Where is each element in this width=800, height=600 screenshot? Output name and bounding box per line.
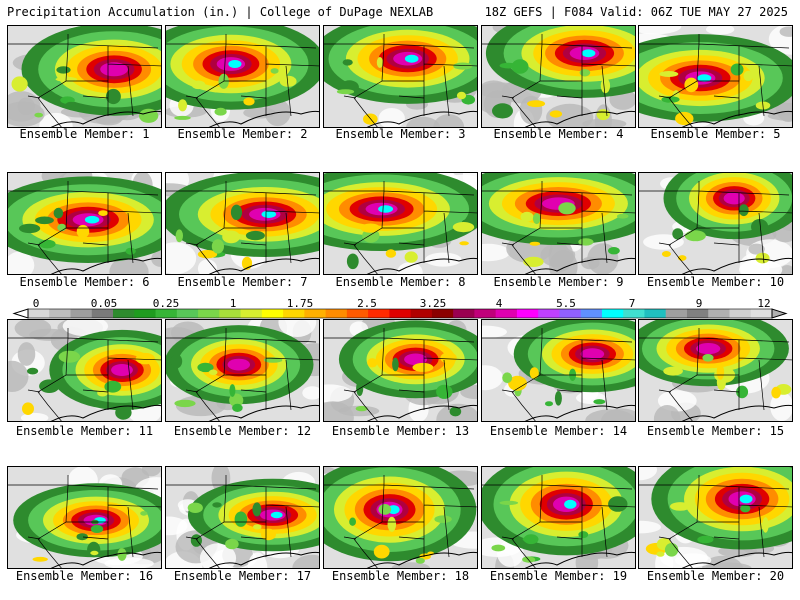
member-caption-6: Ensemble Member: 6 [19, 275, 150, 289]
colorbar [12, 308, 788, 319]
colorbar-tick-label: 9 [695, 297, 703, 310]
member-map-7 [165, 172, 320, 275]
member-caption-9: Ensemble Member: 9 [493, 275, 624, 289]
member-caption-10: Ensemble Member: 10 [646, 275, 785, 289]
member-caption-7: Ensemble Member: 7 [177, 275, 308, 289]
colorbar-swatch [601, 309, 624, 318]
colorbar-tick-label: 0 [32, 297, 40, 310]
run-valid-time: 18Z GEFS | F084 Valid: 06Z TUE MAY 27 20… [484, 5, 788, 19]
colorbar-swatch [134, 309, 157, 318]
member-map-10 [638, 172, 793, 275]
colorbar-tick-label: 3.25 [419, 297, 447, 310]
colorbar-swatch [155, 309, 178, 318]
member-map-3 [323, 25, 478, 128]
colorbar-swatch [240, 309, 263, 318]
colorbar-tick-label: 1.75 [286, 297, 314, 310]
colorbar-swatch [410, 309, 433, 318]
member-map-12 [165, 319, 320, 422]
member-map-20 [638, 466, 793, 569]
member-caption-11: Ensemble Member: 11 [15, 424, 154, 438]
colorbar-swatch [644, 309, 667, 318]
colorbar-tick-label: 0.05 [90, 297, 118, 310]
member-map-6 [7, 172, 162, 275]
colorbar-swatch [304, 309, 327, 318]
colorbar-swatch [283, 309, 305, 318]
member-map-14 [481, 319, 636, 422]
member-caption-18: Ensemble Member: 18 [331, 569, 470, 583]
colorbar-swatch [219, 309, 242, 318]
colorbar-tick-label: 4 [495, 297, 503, 310]
member-caption-16: Ensemble Member: 16 [15, 569, 154, 583]
member-caption-17: Ensemble Member: 17 [173, 569, 312, 583]
colorbar-swatch [113, 309, 135, 318]
colorbar-swatch [559, 309, 582, 318]
colorbar-swatch [198, 309, 220, 318]
colorbar-tick-label: 0.25 [152, 297, 180, 310]
member-caption-3: Ensemble Member: 3 [335, 127, 466, 141]
colorbar-tick-label: 7 [628, 297, 636, 310]
colorbar-swatch [91, 309, 114, 318]
member-caption-13: Ensemble Member: 13 [331, 424, 470, 438]
member-caption-15: Ensemble Member: 15 [646, 424, 785, 438]
member-map-4 [481, 25, 636, 128]
colorbar-swatch [750, 309, 773, 318]
colorbar-swatch [665, 309, 688, 318]
member-map-11 [7, 319, 162, 422]
colorbar-min-arrow [12, 308, 29, 319]
colorbar-swatch [538, 309, 560, 318]
colorbar-swatch [495, 309, 518, 318]
colorbar-swatch [729, 309, 752, 318]
colorbar-swatch [474, 309, 497, 318]
colorbar-swatch [431, 309, 454, 318]
member-map-19 [481, 466, 636, 569]
colorbar-swatch [453, 309, 475, 318]
member-map-16 [7, 466, 162, 569]
colorbar-swatch [49, 309, 72, 318]
member-map-2 [165, 25, 320, 128]
colorbar-swatch [28, 309, 50, 318]
member-map-13 [323, 319, 478, 422]
member-map-17 [165, 466, 320, 569]
member-caption-14: Ensemble Member: 14 [489, 424, 628, 438]
colorbar-max-arrow [771, 308, 788, 319]
colorbar-swatch [346, 309, 369, 318]
colorbar-swatch [580, 309, 603, 318]
member-caption-19: Ensemble Member: 19 [489, 569, 628, 583]
chart-title: Precipitation Accumulation (in.) | Colle… [7, 5, 434, 19]
member-map-1 [7, 25, 162, 128]
colorbar-swatch [261, 309, 284, 318]
member-caption-5: Ensemble Member: 5 [650, 127, 781, 141]
member-caption-8: Ensemble Member: 8 [335, 275, 466, 289]
colorbar-swatch [176, 309, 199, 318]
member-caption-1: Ensemble Member: 1 [19, 127, 150, 141]
colorbar-tick-label: 12 [757, 297, 771, 310]
colorbar-swatch [325, 309, 348, 318]
colorbar-swatch [368, 309, 390, 318]
member-map-9 [481, 172, 636, 275]
colorbar-swatch [686, 309, 709, 318]
member-caption-20: Ensemble Member: 20 [646, 569, 785, 583]
colorbar-tick-label: 2.5 [357, 297, 377, 310]
colorbar-swatch [623, 309, 645, 318]
member-map-5 [638, 25, 793, 128]
colorbar-swatch [389, 309, 412, 318]
colorbar-tick-label: 5.5 [556, 297, 576, 310]
member-caption-2: Ensemble Member: 2 [177, 127, 308, 141]
colorbar-swatch [516, 309, 539, 318]
member-map-15 [638, 319, 793, 422]
member-caption-12: Ensemble Member: 12 [173, 424, 312, 438]
colorbar-tick-label: 1 [229, 297, 237, 310]
member-caption-4: Ensemble Member: 4 [493, 127, 624, 141]
colorbar-swatch [708, 309, 730, 318]
member-map-8 [323, 172, 478, 275]
colorbar-swatch [70, 309, 93, 318]
member-map-18 [323, 466, 478, 569]
